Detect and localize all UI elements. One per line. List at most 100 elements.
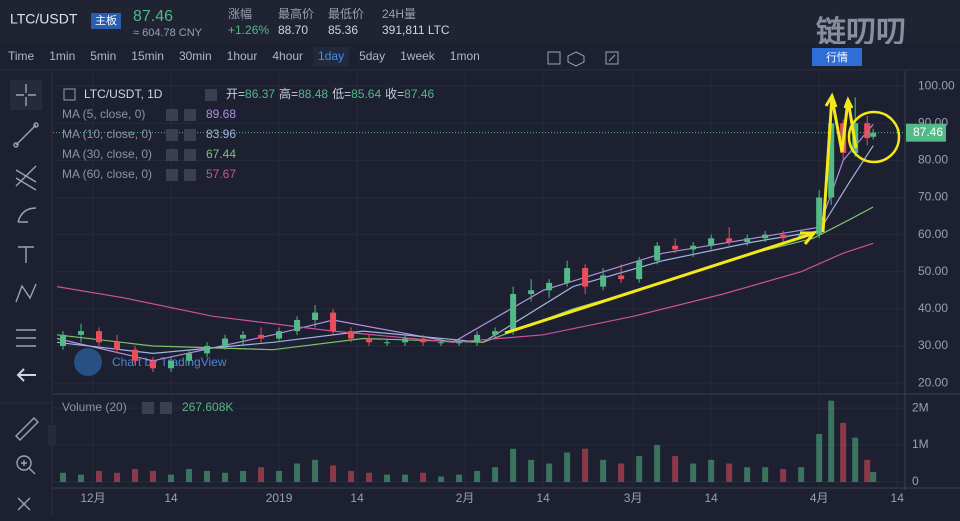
y-tick-label: 100.00	[918, 78, 955, 92]
volume-bar	[492, 467, 499, 482]
interval[interactable]: 5day	[359, 49, 385, 63]
legend-button	[160, 402, 172, 414]
x-tick-label: 2019	[266, 491, 293, 505]
y-tick-label: 60.00	[918, 227, 948, 241]
volume-bar	[330, 465, 337, 482]
volume-bar	[78, 474, 85, 482]
candle-body	[582, 268, 589, 287]
volume-bar	[276, 470, 283, 482]
candle-body	[492, 331, 499, 335]
volume-bar	[618, 463, 625, 482]
volume-bar	[60, 472, 67, 482]
ohlc-value: 85.64	[351, 87, 381, 101]
candle-body	[654, 245, 661, 261]
board-badge	[91, 13, 121, 29]
volume-bar	[780, 469, 787, 482]
quote-button[interactable]	[812, 48, 862, 66]
collapse[interactable]	[48, 425, 56, 445]
x-tick-label: 2月	[456, 491, 475, 505]
interval-tool[interactable]	[547, 51, 561, 65]
interval[interactable]: 1day	[318, 49, 344, 63]
annotation-drawings	[504, 92, 901, 335]
ma-line	[56, 124, 874, 362]
y-tick-label: 40.00	[918, 301, 948, 315]
toolbar	[0, 71, 52, 516]
volume-bar	[258, 467, 265, 482]
board: 主板	[95, 13, 117, 27]
interval[interactable]: 1hour	[227, 49, 258, 63]
candle-body	[744, 238, 751, 243]
interval[interactable]: 4hour	[272, 49, 303, 63]
volume-bar	[168, 474, 175, 482]
price: 87.46	[133, 8, 173, 25]
stat-label: 涨幅	[228, 6, 252, 21]
candle-body	[690, 245, 697, 250]
legend-button	[166, 109, 178, 121]
interval[interactable]: 1mon	[450, 49, 480, 63]
ohlc-label: 高=	[279, 86, 298, 101]
ma-legend-value: 83.96	[206, 127, 236, 141]
ma-line	[56, 145, 874, 355]
stat-value: 391,811 LTC	[382, 23, 450, 37]
interval[interactable]: 5min	[90, 49, 116, 63]
legend-button	[184, 109, 196, 121]
volume-bar	[870, 472, 877, 482]
interval[interactable]: 15min	[131, 49, 164, 63]
x-tick-label: 14	[536, 491, 550, 505]
volume-bar	[240, 470, 247, 482]
candle-body	[150, 360, 157, 369]
candle-body	[78, 331, 85, 335]
volume-bar	[864, 459, 871, 482]
interval[interactable]: 30min	[179, 49, 212, 63]
cny: ≈ 604.78 CNY	[133, 27, 203, 39]
volume-bar	[672, 456, 679, 482]
candle-body	[60, 334, 67, 346]
ma-legend-name: MA (60, close, 0)	[62, 167, 152, 181]
candle-body	[546, 282, 553, 291]
volume-bar	[690, 463, 697, 482]
candle-body	[168, 360, 175, 369]
volume-bar	[474, 470, 481, 482]
candle-body	[474, 334, 481, 343]
interval[interactable]: 1min	[49, 49, 75, 63]
candle-body	[510, 294, 517, 332]
x-tick-label: 3月	[624, 491, 643, 505]
logo: 链叨叨	[816, 15, 906, 49]
candle-body	[726, 238, 733, 243]
x-tick-label: 14	[350, 491, 364, 505]
candle-body	[780, 234, 787, 239]
volume-bar	[798, 467, 805, 482]
candle-body	[600, 275, 607, 287]
candle-body	[438, 342, 445, 344]
volume-tick-label: 1M	[912, 437, 929, 451]
ohlc-label: 低=	[332, 87, 351, 101]
candle-body	[402, 338, 409, 343]
volume-bar	[384, 474, 391, 482]
interval-tool[interactable]	[567, 51, 585, 67]
interval[interactable]: 1week	[400, 49, 436, 63]
toolbar-icons[interactable]	[10, 80, 42, 511]
ohlc-value: 87.46	[404, 87, 434, 101]
legend-button	[205, 89, 217, 101]
volume-bar	[564, 452, 571, 482]
quote-button-label[interactable]: 行情	[826, 51, 848, 64]
candle-body	[312, 312, 319, 320]
volume-bar	[456, 474, 463, 482]
volume-bar	[150, 470, 157, 482]
volume-bar	[528, 459, 535, 482]
x-tick-label: 12月	[80, 491, 105, 505]
candle-body	[708, 238, 715, 246]
ohlc-value: 86.37	[245, 87, 275, 101]
interval[interactable]: Time	[8, 49, 35, 63]
last-price-box	[906, 123, 946, 142]
interval-bar	[0, 44, 960, 70]
volume-bar	[294, 463, 301, 482]
volume-bar	[744, 467, 751, 482]
pair: LTC/USDT	[10, 11, 78, 27]
interval-tool[interactable]	[605, 51, 619, 65]
legend-title: LTC/USDT, 1D	[84, 87, 163, 101]
candle-body	[258, 334, 265, 339]
candle-body	[864, 123, 871, 139]
ma-line	[56, 206, 874, 351]
